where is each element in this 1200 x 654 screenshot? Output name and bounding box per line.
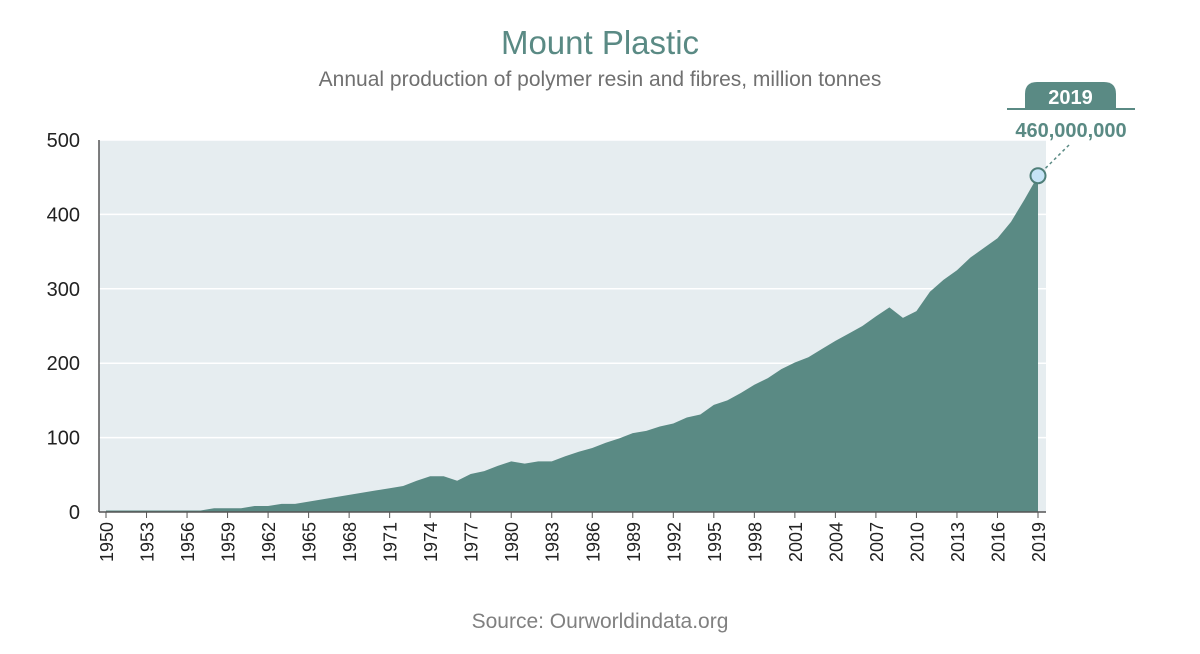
x-tick-label: 1983 <box>543 522 563 562</box>
x-tick-label: 1968 <box>340 522 360 562</box>
y-tick-label: 500 <box>47 130 80 152</box>
y-tick-label: 0 <box>69 502 80 524</box>
callout-year-label: 2019 <box>1048 87 1093 109</box>
callout-leader-line <box>1042 144 1070 172</box>
x-tick-label: 2001 <box>786 522 806 562</box>
x-tick-label: 2004 <box>826 522 846 562</box>
x-tick-label: 2019 <box>1029 522 1049 562</box>
y-tick-label: 100 <box>47 428 80 450</box>
x-tick-label: 2013 <box>948 522 968 562</box>
x-tick-label: 1974 <box>421 522 441 562</box>
callout-tab <box>1025 82 1116 110</box>
x-tick-label: 1971 <box>381 522 401 562</box>
y-axis-ticks: 0 100 200 300 400 500 <box>47 130 80 524</box>
x-axis-ticks: 1950 1953 1956 1959 1962 1965 1968 1971 1974 1977… <box>97 512 1049 562</box>
x-tick-label: 1995 <box>705 522 725 562</box>
x-tick-label: 2016 <box>988 522 1008 562</box>
callout-value-label: 460,000,000 <box>1015 120 1126 142</box>
x-tick-label: 1956 <box>178 522 198 562</box>
x-tick-label: 1986 <box>583 522 603 562</box>
x-tick-label: 2010 <box>907 522 927 562</box>
latest-value-marker <box>1029 167 1047 185</box>
x-tick-label: 1953 <box>138 522 158 562</box>
x-tick-label: 1992 <box>664 522 684 562</box>
x-tick-label: 1989 <box>624 522 644 562</box>
x-tick-label: 1980 <box>502 522 522 562</box>
chart-title: Mount Plastic <box>500 24 700 61</box>
x-tick-label: 1977 <box>462 522 482 562</box>
x-tick-label: 2007 <box>867 522 887 562</box>
x-tick-label: 1965 <box>300 522 320 562</box>
y-tick-label: 400 <box>47 204 80 226</box>
x-tick-label: 1959 <box>219 522 239 562</box>
x-tick-label: 1962 <box>259 522 279 562</box>
x-tick-label: 1950 <box>97 522 117 562</box>
source-attribution: Source: Ourworldindata.org <box>471 610 729 633</box>
callout: 2019 460,000,000 <box>1007 82 1135 172</box>
y-tick-label: 200 <box>47 353 80 375</box>
y-tick-label: 300 <box>47 279 80 301</box>
chart-subtitle: Annual production of polymer resin and f… <box>318 68 882 91</box>
x-tick-label: 1998 <box>745 522 765 562</box>
production-area <box>106 175 1038 512</box>
